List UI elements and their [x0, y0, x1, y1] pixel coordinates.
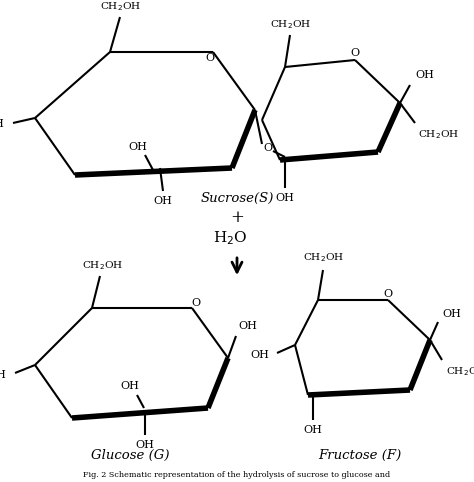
Text: OH: OH — [275, 193, 294, 203]
Text: OH: OH — [415, 70, 434, 80]
Text: CH$_2$OH: CH$_2$OH — [100, 0, 140, 13]
Text: O: O — [350, 48, 360, 58]
Text: CH$_2$OH: CH$_2$OH — [446, 366, 474, 378]
Text: O: O — [383, 289, 392, 299]
Text: O: O — [191, 298, 201, 308]
Text: OH: OH — [120, 381, 139, 391]
Text: OH: OH — [251, 350, 269, 360]
Text: OH: OH — [442, 309, 461, 319]
Text: OH: OH — [0, 370, 7, 380]
Text: OH: OH — [238, 321, 257, 331]
Text: OH: OH — [0, 119, 4, 129]
Text: OH: OH — [154, 196, 173, 206]
Text: CH$_2$OH: CH$_2$OH — [418, 129, 459, 141]
Text: Glucose (G): Glucose (G) — [91, 448, 169, 461]
Text: H$_2$O: H$_2$O — [213, 229, 247, 247]
Text: +: + — [230, 210, 244, 227]
Text: CH$_2$OH: CH$_2$OH — [270, 19, 310, 31]
Text: OH: OH — [128, 142, 147, 152]
Text: CH$_2$OH: CH$_2$OH — [82, 260, 122, 272]
Text: Fructose (F): Fructose (F) — [319, 448, 401, 461]
Text: CH$_2$OH: CH$_2$OH — [302, 252, 344, 265]
Text: Sucrose(S): Sucrose(S) — [201, 191, 273, 204]
Text: O: O — [264, 143, 273, 153]
Text: O: O — [205, 53, 215, 63]
Text: Fig. 2 Schematic representation of the hydrolysis of sucrose to glucose and: Fig. 2 Schematic representation of the h… — [83, 471, 391, 479]
Text: OH: OH — [303, 425, 322, 435]
Text: OH: OH — [136, 440, 155, 450]
